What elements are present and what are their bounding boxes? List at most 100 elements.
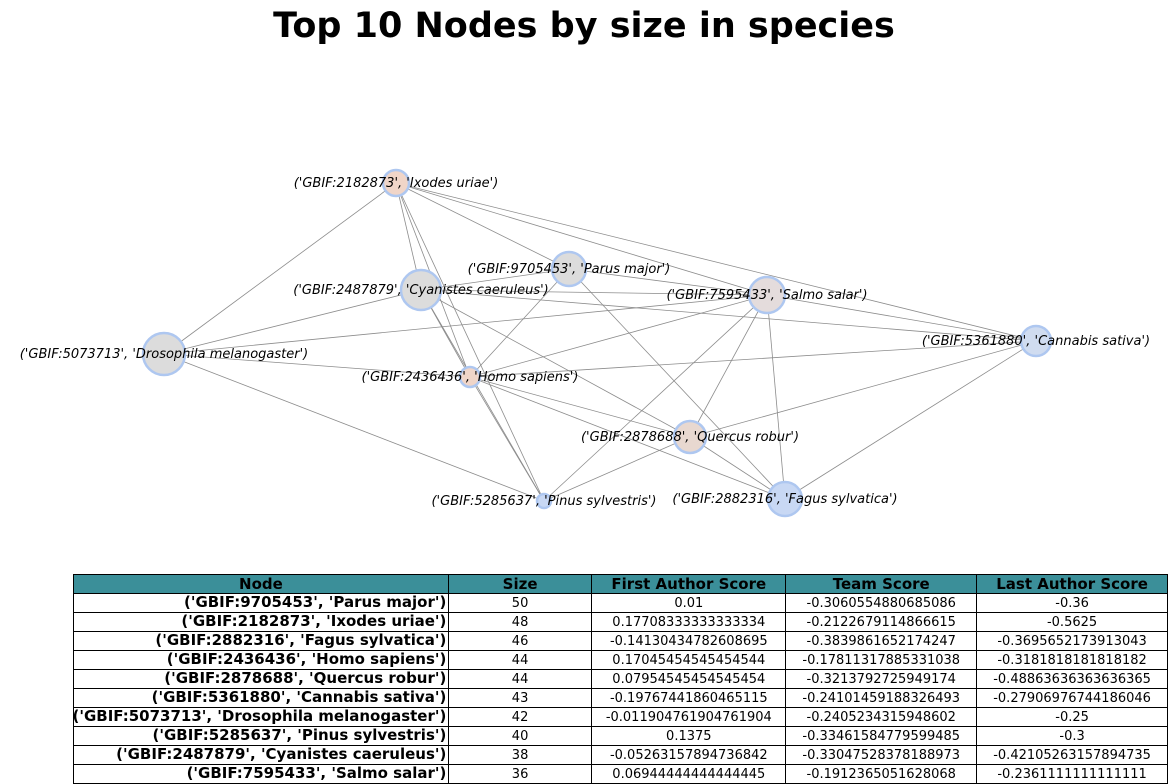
cell-team: -0.2405234315948602 (785, 707, 978, 727)
edge-n1-n6 (163, 182, 397, 355)
edge-n4-n7 (469, 294, 768, 378)
table-row: ('GBIF:2878688', 'Quercus robur')440.079… (73, 669, 1168, 689)
cell-size: 46 (447, 631, 593, 651)
cell-team: -0.3060554880685086 (785, 593, 978, 613)
cell-first: -0.14130434782608695 (591, 631, 787, 651)
cell-first: 0.17708333333333334 (591, 612, 787, 632)
node-label-n10: ('GBIF:2882316', 'Fagus sylvatica') (672, 492, 897, 507)
node-n9 (535, 492, 553, 510)
node-n8 (672, 419, 708, 455)
node-layer (141, 168, 1053, 518)
node-n5 (1019, 324, 1053, 358)
cell-size: 48 (447, 612, 593, 632)
node-label-n9: ('GBIF:5285637', 'Pinus sylvestris') (431, 494, 656, 509)
cell-first: -0.05263157894736842 (591, 745, 787, 765)
cell-last: -0.27906976744186046 (976, 688, 1168, 708)
edge-n3-n5 (420, 289, 1037, 342)
table-header-row: Node Size First Author Score Team Score … (73, 574, 1168, 594)
edge-n6-n7 (163, 353, 471, 378)
table-row: ('GBIF:9705453', 'Parus major')500.01-0.… (73, 593, 1168, 613)
cell-last: -0.5625 (976, 612, 1168, 632)
node-n10 (766, 480, 804, 518)
row-header-label: ('GBIF:5361880', 'Cannabis sativa') (151, 687, 447, 706)
edge-layer (163, 182, 1037, 502)
edge-n1-n4 (395, 182, 768, 296)
cell-size: 36 (447, 764, 593, 784)
cell-team: -0.33047528378188973 (785, 745, 978, 765)
node-n3 (399, 268, 443, 312)
node-n2 (550, 250, 588, 288)
cell-last: -0.42105263157894735 (976, 745, 1168, 765)
cell-team: -0.3839861652174247 (785, 631, 978, 651)
cell-team: -0.33461584779599485 (785, 726, 978, 746)
node-label-n1: ('GBIF:2182873', 'Ixodes uriae') (294, 176, 499, 191)
cell-size: 44 (447, 669, 593, 689)
cell-last: -0.36 (976, 593, 1168, 613)
edge-n3-n8 (420, 289, 691, 438)
node-label-n5: ('GBIF:5361880', 'Cannabis sativa') (922, 334, 1150, 349)
edge-n8-n10 (689, 436, 786, 500)
header-team-score: Team Score (785, 574, 978, 594)
edge-n5-n10 (784, 340, 1037, 500)
edge-n5-n7 (469, 340, 1037, 378)
cell-team: -0.2122679114866615 (785, 612, 978, 632)
row-header-label: ('GBIF:2878688', 'Quercus robur') (164, 668, 447, 687)
edge-n3-n9 (420, 289, 545, 502)
node-label-n3: ('GBIF:2487879', 'Cyanistes caeruleus') (293, 283, 549, 298)
header-first-author-score: First Author Score (591, 574, 787, 594)
row-header-label: ('GBIF:7595433', 'Salmo salar') (186, 763, 447, 782)
edge-n4-n9 (543, 294, 768, 502)
cell-first: 0.01 (591, 593, 787, 613)
header-size: Size (447, 574, 593, 594)
cell-first: 0.07954545454545454 (591, 669, 787, 689)
node-n6 (141, 331, 187, 377)
edge-n4-n8 (689, 294, 768, 438)
edge-n4-n5 (766, 294, 1037, 342)
table-row: ('GBIF:5361880', 'Cannabis sativa')43 -0.… (73, 688, 1168, 708)
edge-n1-n9 (395, 182, 545, 502)
cell-first: 0.1375 (591, 726, 787, 746)
edge-n7-n8 (469, 376, 691, 438)
edge-n3-n6 (163, 289, 422, 355)
edge-n1-n5 (395, 182, 1037, 342)
cell-last: -0.48863636363636365 (976, 669, 1168, 689)
edge-n5-n8 (689, 340, 1037, 438)
edge-n4-n10 (766, 294, 786, 500)
cell-last: -0.3181818181818182 (976, 650, 1168, 670)
row-header-label: ('GBIF:2882316', 'Fagus sylvatica') (155, 630, 447, 649)
node-n1 (381, 168, 411, 198)
node-label-n4: ('GBIF:7595433', 'Salmo salar') (666, 288, 867, 303)
node-label-n6: ('GBIF:5073713', 'Drosophila melanogaste… (20, 347, 309, 362)
cell-size: 44 (447, 650, 593, 670)
chart-title: Top 10 Nodes by size in species (273, 6, 895, 46)
edge-n7-n10 (469, 376, 786, 500)
header-last-author-score: Last Author Score (976, 574, 1168, 594)
cell-last: -0.25 (976, 707, 1168, 727)
table-row: ('GBIF:2882316', 'Fagus sylvatica')46-0.… (73, 631, 1168, 651)
edge-n2-n4 (568, 268, 768, 296)
cell-team: -0.1912365051628068 (785, 764, 978, 784)
edge-n7-n9 (469, 376, 545, 502)
edge-n2-n10 (568, 268, 786, 500)
node-n7 (458, 365, 482, 389)
table-row: ('GBIF:2436436', 'Homo sapiens')440.1704… (73, 650, 1168, 670)
node-label-n8: ('GBIF:2878688', 'Quercus robur') (581, 430, 799, 445)
cell-size: 43 (447, 688, 593, 708)
edge-n3-n4 (420, 289, 768, 296)
node-score-table: Node Size First Author Score Team Score … (73, 574, 1168, 784)
node-n4 (747, 275, 787, 315)
edge-n3-n2 (420, 268, 570, 291)
edge-n6-n4 (163, 294, 768, 355)
row-header-label: ('GBIF:2182873', 'Ixodes uriae') (181, 611, 447, 630)
row-header-label: ('GBIF:5073713', 'Drosophila melanogaste… (72, 706, 447, 725)
network-graph: ('GBIF:2182873', 'Ixodes uriae') ('GBIF:9… (20, 168, 1150, 518)
cell-team: -0.3213792725949174 (785, 669, 978, 689)
label-layer: ('GBIF:2182873', 'Ixodes uriae') ('GBIF:9… (20, 176, 1150, 509)
cell-team: -0.17811317885331038 (785, 650, 978, 670)
cell-first: 0.06944444444444445 (591, 764, 787, 784)
row-header-label: ('GBIF:9705453', 'Parus major') (183, 592, 447, 611)
cell-size: 40 (447, 726, 593, 746)
cell-first: -0.011904761904761904 (591, 707, 787, 727)
cell-size: 42 (447, 707, 593, 727)
cell-team: -0.24101459188326493 (785, 688, 978, 708)
